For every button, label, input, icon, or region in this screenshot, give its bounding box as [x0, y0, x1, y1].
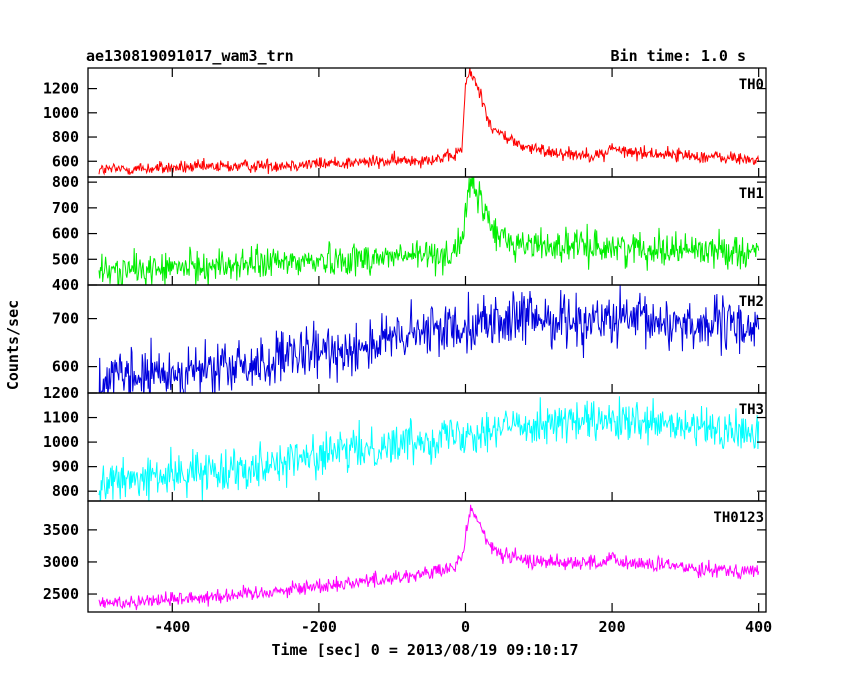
- bin-time-label: Bin time: 1.0 s: [611, 47, 746, 65]
- y-tick-label: 800: [52, 482, 79, 500]
- panel-th1: 400 500 600 700 800 TH1: [52, 173, 767, 294]
- panel-label: TH2: [739, 294, 764, 310]
- x-tick-label: 400: [745, 618, 772, 636]
- panel-label: TH1: [739, 186, 764, 202]
- panel-th0: 600 800 1000 1200 TH0: [43, 67, 767, 178]
- y-tick-label: 1000: [43, 433, 79, 451]
- panels-layer: 600 800 1000 1200 TH0 400 500 600 700 800 TH1 600 70…: [43, 67, 767, 613]
- series-line-th0123: [98, 504, 760, 611]
- y-tick-label: 500: [52, 250, 79, 268]
- panel-label: TH0: [739, 77, 764, 93]
- x-tick-label: -200: [301, 618, 337, 636]
- chart-title: ae130819091017_wam3_trn: [86, 47, 294, 65]
- y-tick-label: 600: [52, 225, 79, 243]
- x-tick-label: -400: [154, 618, 190, 636]
- y-tick-label: 1200: [43, 384, 79, 402]
- y-tick-label: 1000: [43, 104, 79, 122]
- x-tick-label: 200: [599, 618, 626, 636]
- series-line-th1: [98, 177, 760, 285]
- y-tick-label: 900: [52, 458, 79, 476]
- y-tick-label: 3500: [43, 521, 79, 539]
- panel-label: TH3: [739, 402, 764, 418]
- series-line-th2: [98, 285, 760, 393]
- panel-th3: 800 900 1000 1100 1200 TH3: [43, 384, 767, 502]
- y-tick-label: 1100: [43, 409, 79, 427]
- y-tick-label: 700: [52, 199, 79, 217]
- y-tick-label: 600: [52, 358, 79, 376]
- panel-th0123: 2500 3000 3500 TH0123: [43, 500, 767, 613]
- panel-frame: [87, 500, 767, 613]
- x-axis: -400 -200 0 200 400: [154, 618, 772, 636]
- x-axis-label: Time [sec] 0 = 2013/08/19 09:10:17: [271, 641, 578, 659]
- series-line-th3: [98, 396, 760, 501]
- y-tick-label: 700: [52, 310, 79, 328]
- series-line-th0: [98, 68, 760, 176]
- y-tick-label: 600: [52, 152, 79, 170]
- panel-frame: [87, 392, 767, 502]
- y-tick-label: 800: [52, 173, 79, 191]
- y-tick-label: 2500: [43, 585, 79, 603]
- x-tick-label: 0: [461, 618, 470, 636]
- y-tick-label: 800: [52, 128, 79, 146]
- y-tick-label: 1200: [43, 80, 79, 98]
- panel-label: TH0123: [713, 510, 764, 526]
- y-tick-label: 3000: [43, 553, 79, 571]
- y-tick-label: 400: [52, 276, 79, 294]
- y-axis-label: Counts/sec: [4, 300, 22, 390]
